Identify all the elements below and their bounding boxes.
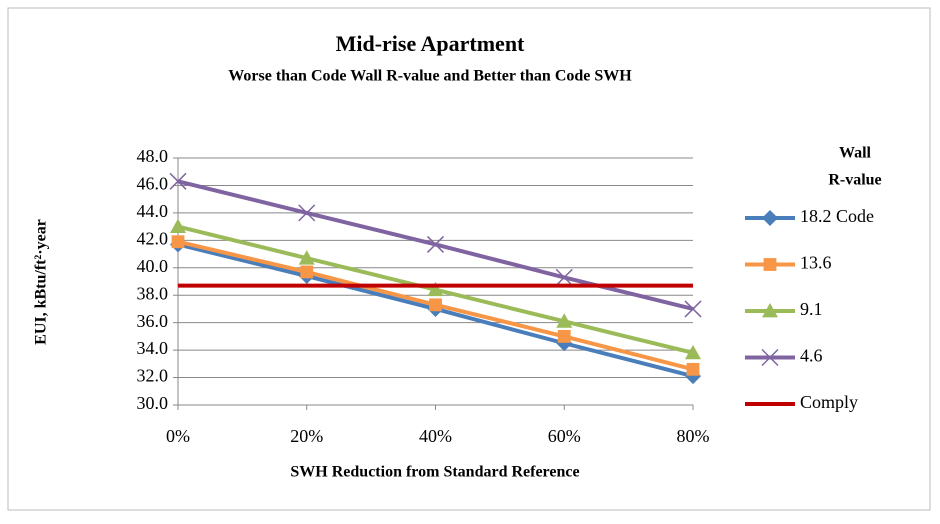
marker [762,210,778,226]
y-tick-label: 48.0 [137,146,169,166]
x-axis-label: SWH Reduction from Standard Reference [290,464,579,481]
x-tick-label: 40% [419,426,452,446]
marker [556,313,573,328]
legend-label: Comply [800,392,858,412]
marker [170,218,186,234]
x-tick-label: 80% [677,426,710,446]
marker [557,329,571,343]
marker [763,258,777,271]
legend-label: 4.6 [800,346,823,366]
x-tick-label: 0% [166,426,190,446]
y-tick-label: 34.0 [137,338,169,358]
legend-label: 9.1 [800,299,823,319]
marker [298,250,315,265]
legend-title: Wall [839,145,872,162]
legend-title: R-value [828,172,881,189]
y-tick-label: 32.0 [137,366,169,386]
y-tick-label: 30.0 [137,393,169,413]
marker [300,265,314,279]
marker [298,204,316,222]
marker [684,300,702,318]
x-tick-label: 60% [548,426,581,446]
marker [429,298,442,312]
marker [171,235,185,249]
x-tick-label: 20% [290,426,323,446]
legend-label: 18.2 Code [800,206,874,226]
marker [686,362,700,376]
y-tick-label: 40.0 [137,256,169,276]
marker [762,303,778,318]
marker [685,344,701,360]
legend-label: 13.6 [800,253,832,273]
y-tick-label: 46.0 [137,174,169,194]
y-tick-label: 44.0 [137,201,169,221]
marker [761,348,779,367]
y-tick-label: 42.0 [137,228,169,248]
marker [427,281,444,297]
chart-subtitle: Worse than Code Wall R-value and Better … [228,68,632,85]
marker [169,172,187,190]
chart-title: Mid-rise Apartment [336,31,525,56]
marker [426,235,445,253]
y-axis-label: EUI, kBtu/ft²·year [33,219,50,345]
y-tick-label: 36.0 [137,311,169,331]
marker [555,268,573,286]
y-tick-label: 38.0 [137,283,169,303]
